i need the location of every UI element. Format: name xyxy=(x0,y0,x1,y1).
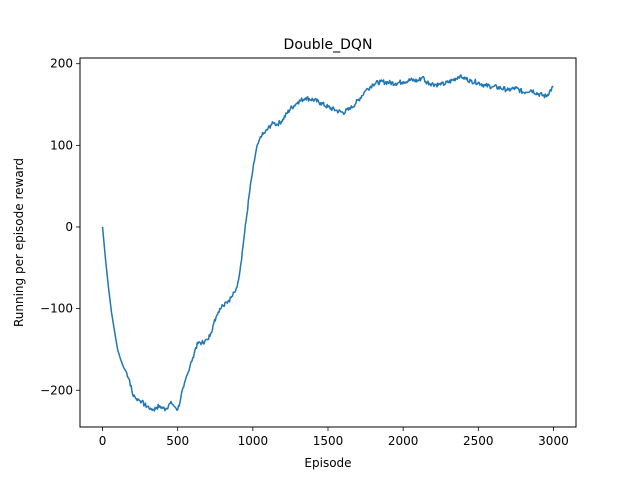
chart-title: Double_DQN xyxy=(284,37,373,53)
x-tick-label: 2500 xyxy=(463,434,494,448)
y-tick-label: 100 xyxy=(50,138,73,152)
y-axis-label: Running per episode reward xyxy=(12,158,26,327)
x-axis-ticks: 0 500 1000 1500 2000 2500 3000 xyxy=(99,427,569,448)
x-tick-label: 1000 xyxy=(238,434,269,448)
x-tick-label: 3000 xyxy=(538,434,569,448)
y-axis-ticks: −200 −100 0 100 200 xyxy=(40,57,80,397)
y-tick-label: −200 xyxy=(40,383,73,397)
plot-frame xyxy=(79,57,577,428)
x-tick-label: 500 xyxy=(166,434,189,448)
x-tick-label: 2000 xyxy=(388,434,419,448)
plot-area xyxy=(80,58,576,427)
series-line xyxy=(101,74,554,412)
x-axis-label: Episode xyxy=(304,456,351,470)
y-tick-label: −100 xyxy=(40,302,73,316)
x-tick-label: 1500 xyxy=(313,434,344,448)
y-tick-label: 0 xyxy=(65,220,73,234)
x-tick-label: 0 xyxy=(99,434,107,448)
y-tick-label: 200 xyxy=(50,57,73,71)
